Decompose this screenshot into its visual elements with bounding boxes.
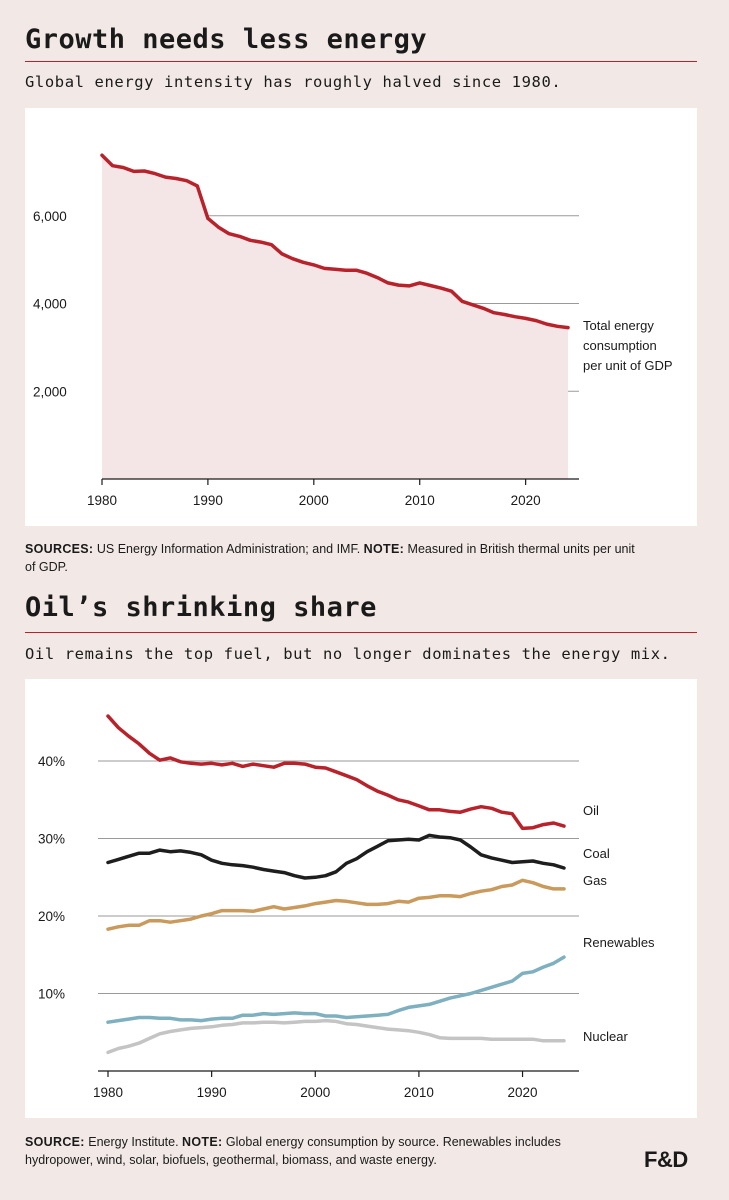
- series-line-oil: [106, 714, 566, 831]
- chart1-panel: 2,000 4,000 6,000 1980 1990 2000 2010 2020 Total…: [25, 108, 697, 526]
- y-tick-label: 6,000: [33, 209, 67, 224]
- chart1-title-rule: [25, 61, 697, 62]
- y-tick-label: 30%: [38, 832, 65, 847]
- x-tick-label: 2010: [404, 1085, 434, 1100]
- fd-logo: F&D: [644, 1147, 688, 1172]
- energy-share-chart: 10% 20% 30% 40% Oil Coal Gas Renewables Nuclear 1…: [38, 714, 655, 1100]
- note-label: NOTE:: [363, 542, 405, 556]
- series-label-oil: Oil: [583, 803, 599, 818]
- chart2-subtitle: Oil remains the top fuel, but no longer …: [25, 645, 671, 663]
- chart2-title-rule: [25, 632, 697, 633]
- x-tick-label: 2000: [299, 493, 329, 508]
- chart2-source-note: SOURCE: Energy Institute. NOTE: Global e…: [25, 1133, 625, 1169]
- sources-label: SOURCES:: [25, 542, 94, 556]
- x-tick-label: 1990: [193, 493, 223, 508]
- note-text: Measured in British thermal units per un…: [25, 542, 635, 574]
- series-label-renewables: Renewables: [583, 935, 655, 950]
- x-tick-label: 2020: [511, 493, 541, 508]
- chart2-title: Oil’s shrinking share: [25, 592, 377, 623]
- series-line-nuclear: [106, 1018, 566, 1055]
- y-tick-label: 10%: [38, 987, 65, 1002]
- chart1-sources-note: SOURCES: US Energy Information Administr…: [25, 540, 645, 576]
- series-line-gas: [106, 878, 566, 931]
- x-tick-label: 2010: [405, 493, 435, 508]
- y-tick-label: 20%: [38, 909, 65, 924]
- source-text: Energy Institute.: [88, 1135, 179, 1149]
- x-tick-label: 2000: [300, 1085, 330, 1100]
- y-tick-label: 4,000: [33, 297, 67, 312]
- series-label-gas: Gas: [583, 873, 607, 888]
- y-tick-label: 40%: [38, 754, 65, 769]
- x-tick-label: 1990: [197, 1085, 227, 1100]
- sources-text: US Energy Information Administration; an…: [96, 542, 361, 556]
- note-label: NOTE:: [182, 1135, 223, 1149]
- series-line-renewables: [106, 955, 566, 1024]
- note-text: Global energy consumption by source. Ren…: [25, 1135, 561, 1167]
- x-tick-label: 1980: [87, 493, 117, 508]
- series-line-coal: [106, 833, 566, 880]
- chart1-title: Growth needs less energy: [25, 24, 428, 55]
- series-label-nuclear: Nuclear: [583, 1029, 628, 1044]
- x-tick-label: 2020: [508, 1085, 538, 1100]
- chart1-subtitle: Global energy intensity has roughly halv…: [25, 73, 562, 91]
- energy-intensity-chart: 2,000 4,000 6,000 1980 1990 2000 2010 2020 Total…: [33, 153, 673, 508]
- x-tick-label: 1980: [93, 1085, 123, 1100]
- source-label: SOURCE:: [25, 1135, 85, 1149]
- chart2-panel: 10% 20% 30% 40% Oil Coal Gas Renewables Nuclear 1…: [25, 679, 697, 1118]
- y-tick-label: 2,000: [33, 384, 67, 399]
- series-label: Total energy consumption per unit of GDP: [583, 318, 673, 373]
- series-label-coal: Coal: [583, 846, 610, 861]
- series-area-fill: [102, 155, 568, 479]
